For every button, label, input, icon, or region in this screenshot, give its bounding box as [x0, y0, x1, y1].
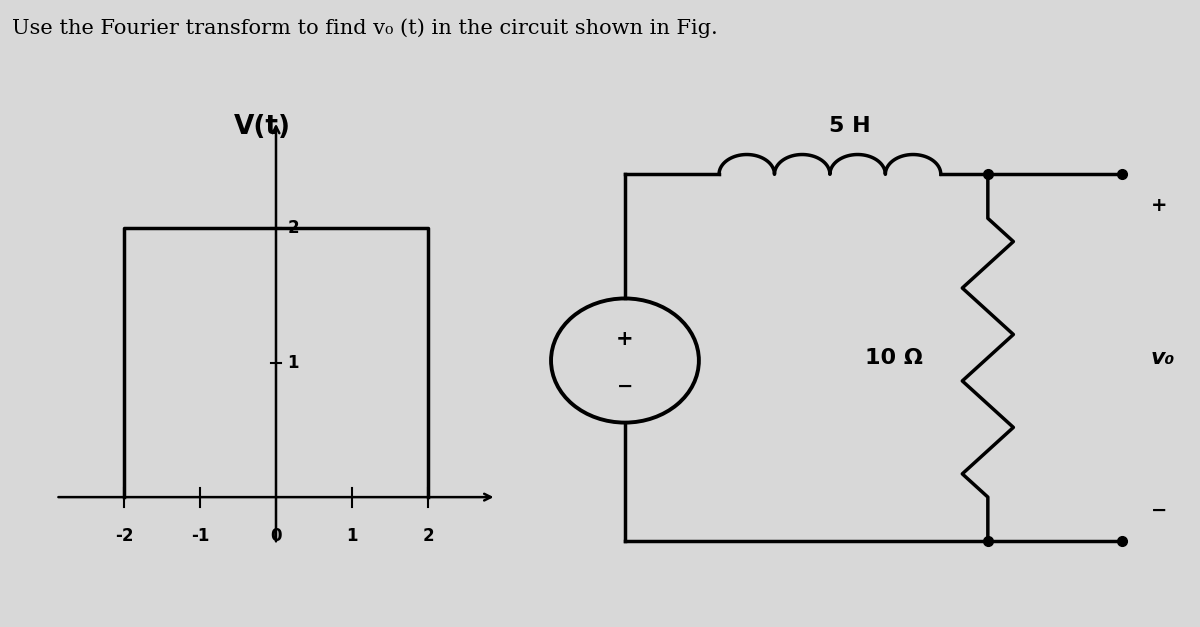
Text: +: +	[1151, 196, 1168, 215]
Text: -1: -1	[191, 527, 209, 545]
Text: v₀: v₀	[1151, 348, 1175, 367]
Text: 10 Ω: 10 Ω	[865, 348, 923, 367]
Text: −: −	[617, 376, 634, 396]
Text: 1: 1	[347, 527, 358, 545]
Text: 2: 2	[288, 219, 299, 238]
Text: -2: -2	[115, 527, 133, 545]
Text: 1: 1	[288, 354, 299, 372]
Text: −: −	[1151, 500, 1168, 520]
Text: Use the Fourier transform to find v₀ (t) in the circuit shown in Fig.: Use the Fourier transform to find v₀ (t)…	[12, 19, 718, 38]
Text: 2: 2	[422, 527, 434, 545]
Text: 0: 0	[270, 527, 282, 545]
Text: 5 H: 5 H	[829, 117, 871, 136]
Text: V(t): V(t)	[234, 114, 292, 140]
Text: +: +	[616, 329, 634, 349]
